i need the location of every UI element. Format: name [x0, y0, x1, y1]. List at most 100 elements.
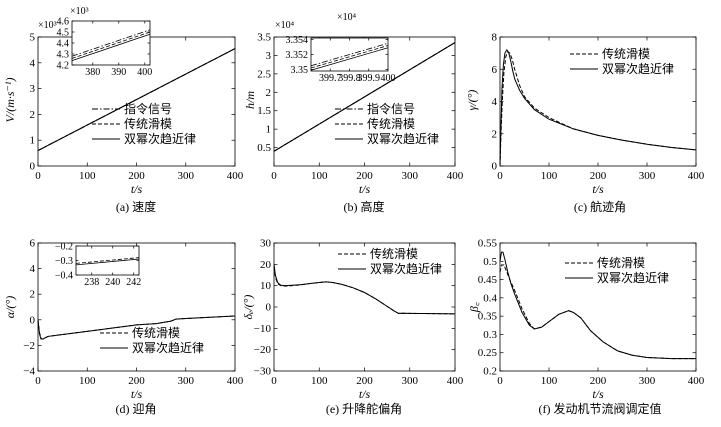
inset-plot-d: 238 240 242 −0.4 −0.3 −0.2 — [55, 242, 141, 289]
legend-entry: 传统滑模 — [602, 46, 650, 61]
y-tick-label: −4 — [23, 366, 35, 378]
x-tick-label: 200 — [356, 375, 373, 387]
y-tick-label: 2.5 — [257, 68, 271, 80]
y-tick-label: 20 — [260, 259, 272, 271]
inset-y-tick-label: 4.6 — [57, 17, 70, 28]
y-tick-label: 8 — [492, 32, 498, 44]
y-axis-label: h/m — [243, 91, 257, 109]
inset-x-tick-label: 400 — [381, 73, 396, 84]
inset-y-tick-label: −0.3 — [55, 256, 73, 267]
chart-panel-b: 0 100 200 300 400 0.5 1 1.5 2 2.5 3 3.5 ×10⁴ t/s h/m 指令… — [243, 12, 464, 214]
inset-y-multiplier: ×10³ — [70, 6, 89, 17]
x-tick-label: 300 — [402, 170, 419, 182]
x-tick-label: 0 — [35, 375, 41, 387]
panel-caption: (d) 迎角 — [116, 402, 157, 416]
y-tick-label: 2 — [492, 128, 498, 140]
panel-caption: (a) 速度 — [116, 199, 156, 214]
x-tick-label: 300 — [178, 170, 195, 182]
inset-plot-frame — [71, 20, 151, 66]
x-axis-label: t/s — [592, 182, 604, 196]
panel-caption: (f) 发动机节流阀调定值 — [539, 401, 662, 416]
inset-series-line-2 — [310, 47, 389, 71]
x-tick-label: 300 — [639, 170, 656, 182]
legend-entry: 双幂次趋近律 — [132, 341, 204, 355]
legend-entry: 传统滑模 — [370, 246, 418, 261]
inset-y-tick-label: −0.4 — [55, 271, 73, 282]
x-tick-label: 200 — [128, 170, 145, 182]
x-axis-label: t/s — [131, 387, 143, 401]
x-tick-label: 400 — [227, 170, 244, 182]
chart-panel-f: 0 100 200 300 400 0.2 0.25 0.3 0.35 0.4 0.45 0.5 0.5… — [467, 238, 705, 417]
y-tick-label: 6 — [30, 238, 36, 250]
x-tick-label: 200 — [356, 170, 373, 182]
x-tick-label: 400 — [447, 375, 464, 387]
y-tick-label: 2 — [266, 87, 272, 99]
legend-entry: 指令信号 — [367, 101, 415, 116]
y-axis-label: α/(°) — [3, 296, 17, 318]
x-tick-label: 0 — [271, 375, 277, 387]
series-line-1 — [499, 48, 697, 167]
x-tick-label: 0 — [271, 170, 277, 182]
legend-entry: 传统滑模 — [132, 325, 180, 340]
panel-caption: (b) 高度 — [344, 199, 385, 214]
panel-caption: (c) 航迹角 — [574, 199, 626, 214]
y-tick-label: 4 — [30, 57, 36, 69]
y-tick-label: 0 — [30, 161, 36, 173]
y-tick-label: −20 — [254, 344, 272, 356]
y-multiplier: ×10³ — [38, 20, 57, 31]
y-tick-label: 3 — [30, 83, 36, 95]
y-tick-label: 0.5 — [257, 142, 271, 154]
legend-entry: 双幂次趋近律 — [602, 62, 674, 76]
legend-entry: 传统滑模 — [124, 116, 172, 131]
inset-x-tick-label: 400 — [137, 67, 152, 78]
legend-entry: 双幂次趋近律 — [597, 271, 669, 285]
inset-x-tick-label: 390 — [111, 67, 126, 78]
y-tick-label: −30 — [254, 366, 272, 378]
y-tick-label: 0.3 — [483, 329, 497, 341]
x-tick-label: 100 — [79, 170, 96, 182]
inset-x-tick-label: 238 — [84, 277, 99, 288]
y-tick-label: −2 — [23, 340, 35, 352]
y-tick-label: −10 — [254, 323, 272, 335]
x-tick-label: 300 — [178, 375, 195, 387]
x-tick-label: 200 — [128, 375, 145, 387]
y-tick-label: 0.45 — [478, 274, 498, 286]
inset-y-tick-label: 3.352 — [286, 50, 309, 61]
inset-y-tick-label: 4.4 — [57, 39, 70, 50]
y-tick-label: 1 — [266, 124, 272, 136]
chart-panel-e: 0 100 200 300 400 −30 −20 −10 0 10 20 30 t/s δₑ/(°) 传统… — [241, 238, 464, 417]
y-tick-label: 0.25 — [478, 347, 498, 359]
legend-entry: 传统滑模 — [597, 255, 645, 270]
legend-entry: 传统滑模 — [367, 116, 415, 131]
y-tick-label: 10 — [260, 280, 272, 292]
x-tick-label: 200 — [590, 375, 607, 387]
x-tick-label: 100 — [311, 375, 328, 387]
y-tick-label: 2 — [30, 289, 36, 301]
y-axis-label: V/(m·s⁻¹) — [3, 78, 17, 123]
y-tick-label: 6 — [492, 64, 498, 76]
y-tick-label: 0.4 — [483, 292, 497, 304]
y-multiplier: ×10⁴ — [275, 20, 295, 31]
y-axis-label: γ/(°) — [465, 90, 479, 111]
y-tick-label: 2 — [30, 109, 36, 121]
inset-x-tick-label: 399.7 — [319, 73, 342, 84]
x-tick-label: 200 — [590, 170, 607, 182]
x-tick-label: 0 — [497, 375, 503, 387]
x-axis-label: t/s — [359, 182, 371, 196]
y-tick-label: 0.55 — [478, 238, 498, 250]
inset-y-tick-label: −0.2 — [55, 242, 73, 253]
y-tick-label: 3 — [266, 50, 272, 62]
inset-y-tick-label: 3.35 — [291, 65, 309, 76]
y-tick-label: 0.5 — [483, 256, 497, 268]
inset-y-tick-label: 4.2 — [57, 61, 70, 72]
inset-series-line-1 — [310, 45, 389, 69]
x-tick-label: 0 — [497, 170, 503, 182]
y-tick-label: 4 — [492, 96, 498, 108]
x-tick-label: 100 — [541, 375, 558, 387]
x-axis-label: t/s — [592, 387, 604, 401]
